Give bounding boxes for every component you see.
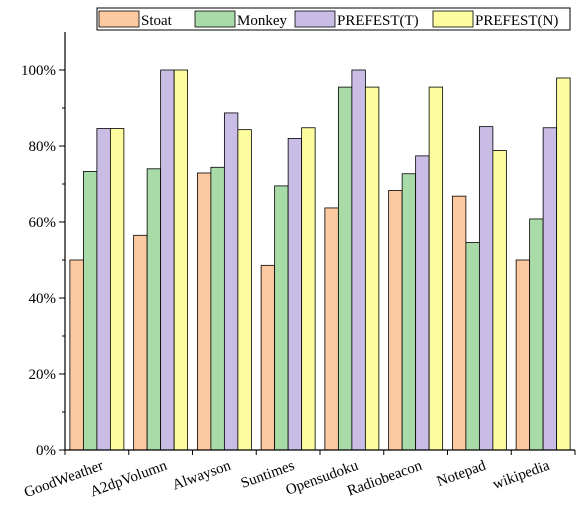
x-tick-label-notepad: Notepad (435, 458, 489, 491)
bar-monkey-wikipedia (529, 218, 544, 451)
legend-label-stoat: Stoat (141, 13, 173, 29)
bar-prefest-t--notepad (478, 126, 494, 451)
y-tick-label-0: 0% (36, 443, 56, 459)
bar-prefest-n--goodweather (109, 128, 125, 451)
legend-label-monkey: Monkey (237, 13, 287, 29)
bar-prefest-t--alwayson (223, 112, 239, 451)
legend: Stoat Monkey PREFEST(T) PREFEST(N) (96, 7, 571, 31)
bar-stoat-a2dpvolumn (133, 234, 148, 451)
bar-stoat-radiobeacon (388, 190, 403, 451)
bar-prefest-t--radiobeacon (415, 155, 430, 451)
y-tick-label-100: 100% (21, 63, 56, 79)
y-tick-label-60: 60% (29, 215, 57, 231)
bar-prefest-t--opensudoku (351, 69, 366, 451)
bar-monkey-suntimes (274, 185, 289, 451)
bar-stoat-alwayson (196, 172, 212, 451)
bar-stoat-wikipedia (515, 259, 531, 451)
legend-label-prefest-n-: PREFEST(N) (475, 13, 558, 29)
bar-prefest-n--alwayson (237, 129, 252, 451)
x-tick-label-wikipedia: wikipedia (491, 458, 552, 493)
bar-stoat-suntimes (260, 264, 276, 451)
legend-swatch-prefest-n- (432, 10, 474, 28)
y-tick-label-40: 40% (29, 291, 57, 307)
x-tick-label-alwayson: Alwayson (170, 458, 233, 494)
y-tick-label-80: 80% (29, 139, 57, 155)
bar-prefest-t--suntimes (287, 137, 303, 451)
bar-monkey-notepad (465, 242, 480, 451)
bar-monkey-radiobeacon (401, 173, 417, 451)
bar-prefest-t--goodweather (96, 128, 111, 451)
bar-prefest-n--notepad (492, 150, 507, 451)
legend-swatch-monkey (194, 10, 236, 28)
bar-prefest-n--a2dpvolumn (173, 69, 189, 451)
bar-prefest-t--a2dpvolumn (160, 69, 175, 451)
bar-stoat-goodweather (69, 259, 84, 451)
bar-monkey-alwayson (210, 166, 225, 451)
legend-swatch-prefest-t- (294, 10, 336, 28)
bar-stoat-notepad (451, 195, 467, 451)
bar-prefest-n--opensudoku (364, 86, 380, 451)
bar-stoat-opensudoku (324, 207, 339, 451)
bar-prefest-n--wikipedia (556, 77, 571, 451)
bar-monkey-goodweather (82, 171, 98, 451)
legend-label-prefest-t-: PREFEST(T) (337, 13, 419, 29)
legend-swatch-stoat (98, 10, 140, 28)
bar-prefest-t--wikipedia (542, 127, 558, 451)
bar-monkey-opensudoku (337, 86, 353, 451)
y-tick-label-20: 20% (29, 367, 57, 383)
bar-prefest-n--suntimes (301, 127, 316, 451)
bar-prefest-n--radiobeacon (428, 86, 444, 451)
bar-monkey-a2dpvolumn (146, 168, 162, 451)
bars-layer (69, 69, 571, 451)
